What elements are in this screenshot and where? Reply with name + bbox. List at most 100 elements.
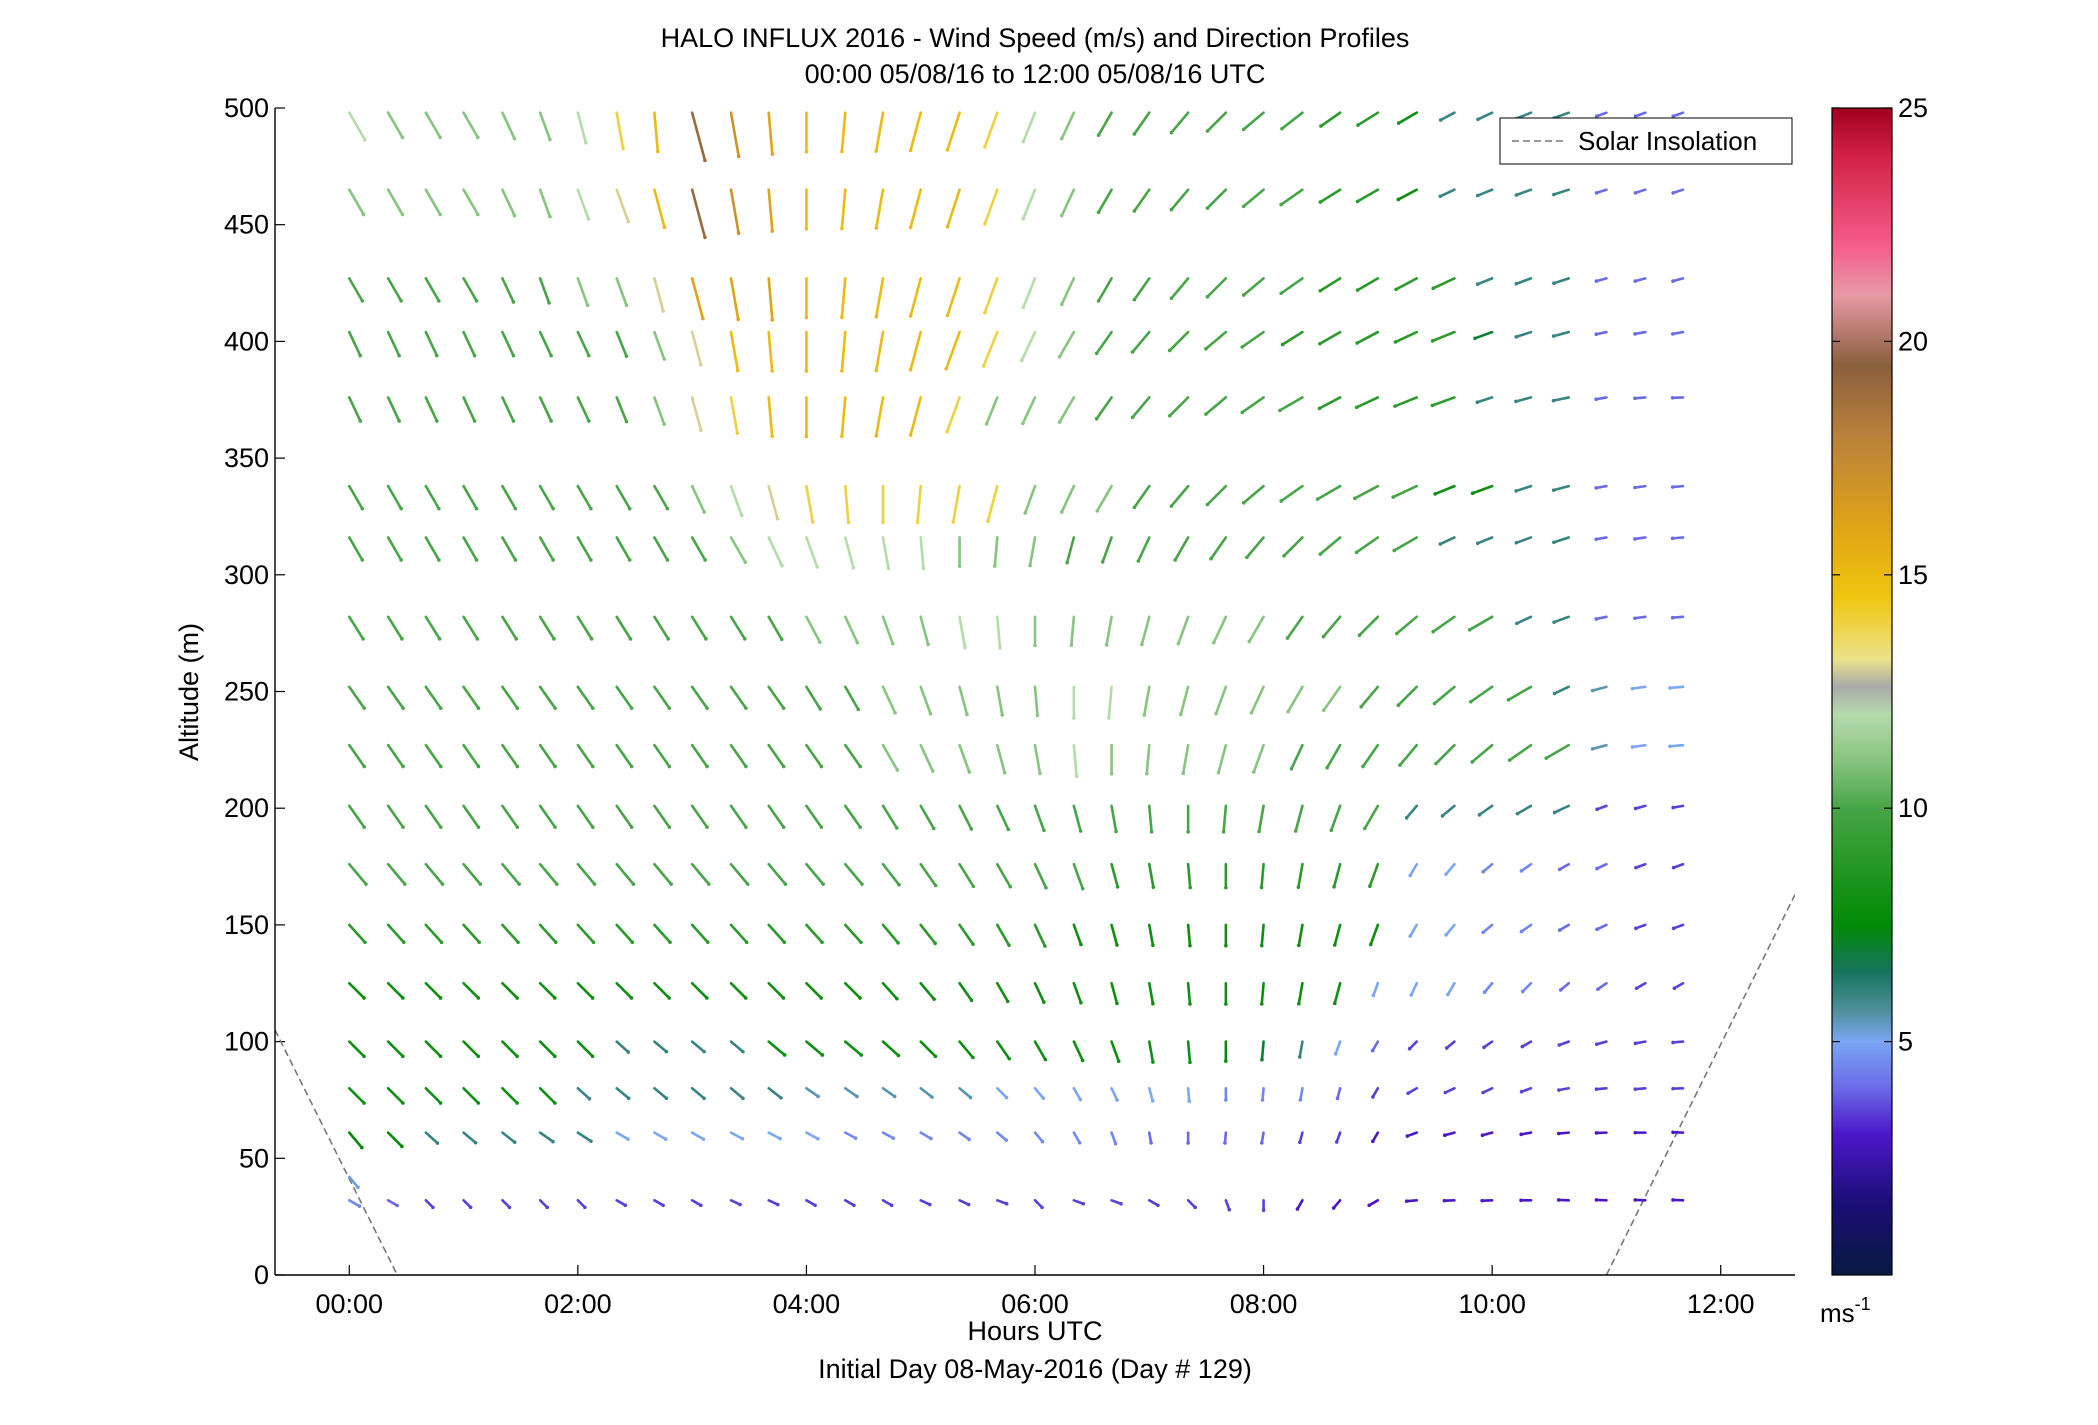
wind-vector — [1260, 923, 1265, 947]
wind-vector-head — [858, 825, 862, 829]
wind-vector-head — [1205, 502, 1210, 507]
wind-vector-head — [474, 506, 479, 511]
wind-vector-head — [1514, 193, 1519, 197]
wind-vector-head — [1359, 704, 1363, 709]
wind-vector-head — [517, 882, 521, 886]
wind-vector-head — [1114, 829, 1118, 834]
wind-vector-head — [476, 706, 481, 710]
wind-vector — [501, 330, 515, 357]
wind-vector — [1441, 804, 1456, 818]
wind-vector — [1110, 981, 1119, 1005]
wind-vector-head — [512, 213, 517, 218]
wind-vector-head — [981, 364, 986, 368]
wind-vector — [1290, 743, 1304, 771]
wind-vector — [690, 396, 703, 432]
wind-vector-head — [1514, 540, 1519, 545]
wind-vector-head — [1633, 1041, 1638, 1046]
wind-vector-head — [548, 137, 552, 142]
wind-vector-head — [1371, 993, 1376, 998]
wind-vector-head — [1443, 1090, 1448, 1095]
wind-vector — [1240, 396, 1265, 414]
wind-vector-head — [629, 706, 634, 710]
wind-vector-head — [1224, 943, 1228, 948]
wind-vector — [1631, 685, 1647, 690]
wind-vector-head — [1224, 885, 1228, 890]
wind-vector-head — [1594, 486, 1598, 490]
wind-vector-head — [1594, 332, 1599, 337]
wind-vector — [1438, 188, 1456, 198]
wind-vector-head — [587, 353, 591, 358]
wind-vector — [1405, 804, 1419, 820]
wind-vector — [1147, 1086, 1154, 1103]
wind-vector-head — [400, 637, 404, 641]
wind-vector-head — [1392, 548, 1396, 553]
wind-vector-head — [360, 1145, 364, 1150]
wind-vector-head — [1077, 1140, 1082, 1145]
wind-vector-head — [820, 940, 824, 945]
wind-vector-head — [1634, 986, 1639, 991]
wind-vector-head — [744, 940, 749, 945]
wind-vector-head — [1007, 1056, 1012, 1061]
wind-vector — [1101, 536, 1113, 564]
wind-vector-head — [590, 764, 595, 769]
wind-vector-head — [1115, 1001, 1119, 1006]
wind-vector — [1398, 743, 1419, 767]
wind-vector — [615, 277, 628, 307]
wind-vector-head — [1059, 136, 1064, 141]
x-tick-label: 08:00 — [1230, 1289, 1298, 1319]
wind-vector-head — [1318, 552, 1323, 556]
wind-vector-head — [1132, 297, 1137, 302]
wind-vector — [1514, 330, 1533, 339]
wind-vector-head — [1394, 287, 1398, 292]
wind-vector-head — [1475, 193, 1480, 198]
wind-vector-head — [477, 940, 482, 945]
wind-vector-head — [967, 1137, 971, 1142]
wind-vector — [805, 685, 822, 711]
wind-vector-head — [1480, 1198, 1484, 1203]
wind-vector-head — [1515, 811, 1520, 816]
wind-vector — [690, 685, 709, 710]
wind-vector — [919, 923, 937, 945]
wind-vector — [919, 981, 936, 1001]
wind-vector-head — [881, 520, 885, 525]
wind-vector — [985, 396, 999, 426]
wind-vector-head — [1633, 485, 1637, 490]
wind-vector-head — [1552, 540, 1556, 545]
wind-vector-head — [983, 222, 987, 226]
wind-vector-head — [1481, 1090, 1485, 1095]
wind-vector-head — [1130, 415, 1135, 420]
wind-vector-head — [1371, 1095, 1375, 1099]
wind-vector — [386, 484, 403, 510]
wind-vector — [805, 484, 815, 524]
wind-vector-head — [1021, 421, 1025, 426]
x-tick-label: 00:00 — [315, 1289, 383, 1319]
wind-vector-head — [778, 1136, 782, 1141]
wind-vector — [874, 188, 885, 230]
wind-vector-head — [1156, 1203, 1160, 1208]
wind-vector-head — [1408, 934, 1413, 938]
wind-vector-head — [1444, 1046, 1449, 1050]
wind-vector-head — [1241, 501, 1246, 505]
wind-vector-head — [1211, 640, 1216, 645]
wind-vector — [690, 330, 703, 367]
wind-vector — [805, 536, 819, 569]
wind-vector-head — [736, 154, 741, 158]
wind-vector-head — [401, 706, 405, 710]
wind-vector — [386, 981, 405, 1000]
wind-vector-head — [1176, 641, 1181, 646]
wind-vector — [538, 1040, 557, 1058]
wind-vector — [1177, 615, 1190, 645]
x-tick-label: 06:00 — [1001, 1289, 1069, 1319]
wind-vector — [1070, 615, 1076, 647]
wind-vector — [347, 330, 362, 357]
wind-vector-head — [1069, 643, 1074, 648]
wind-vector-head — [549, 419, 553, 423]
wind-vector — [615, 862, 635, 886]
wind-vector-head — [804, 226, 809, 231]
wind-vector — [1072, 1131, 1082, 1145]
wind-vector-head — [1514, 281, 1519, 286]
wind-vector-head — [362, 1054, 366, 1059]
wind-vector — [874, 330, 885, 372]
colorbar-gradient — [1831, 107, 1893, 1276]
wind-vector-head — [586, 217, 591, 221]
